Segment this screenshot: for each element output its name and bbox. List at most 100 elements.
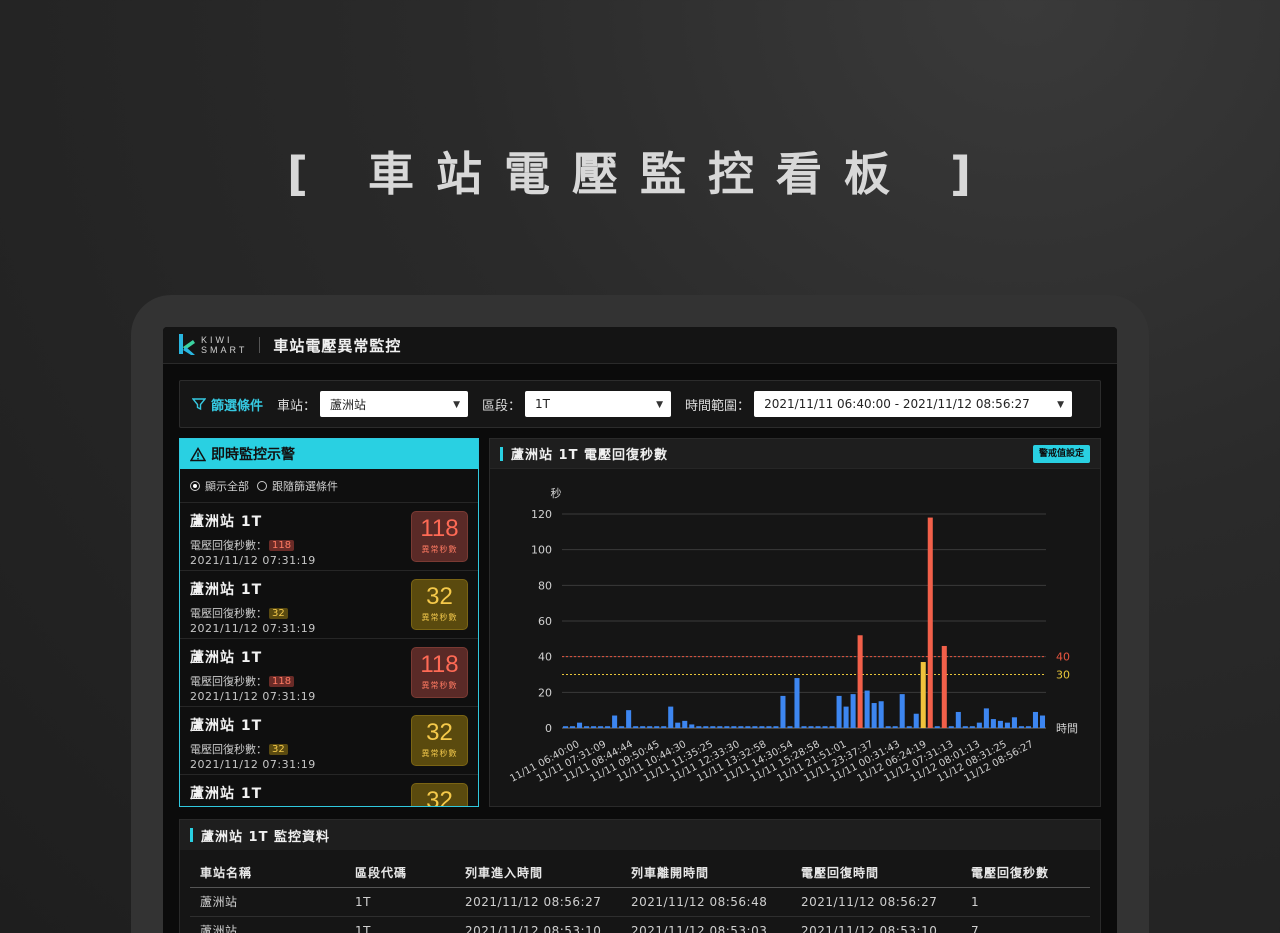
data-bar [759,726,765,728]
alert-item[interactable]: 蘆洲站 1T 電壓回復秒數： 118 2021/11/12 07:31:19 118 異常… [180,503,478,571]
app-header: KIWI SMART 車站電壓異常監控 [163,327,1117,364]
data-bar [703,726,709,728]
station-select[interactable]: 蘆洲站 ▼ [320,391,469,417]
alert-item-time: 2021/11/12 07:31:19 [190,622,316,635]
monitor-data-table: 車站名稱 區段代碼 列車進入時間 列車離開時間 電壓回復時間 電壓回復秒數 蘆洲站 1T 20… [190,858,1090,933]
data-bar [969,726,975,728]
data-bar [773,726,779,728]
data-bar [801,726,807,728]
alert-item-title: 蘆洲站 1T [190,786,263,802]
data-bar [976,722,982,728]
data-bar [766,726,772,728]
data-bar [668,706,674,728]
data-bar [906,726,912,728]
alert-item-title: 蘆洲站 1T [190,650,263,666]
x-axis-label: 時間 [1056,722,1078,735]
table-row[interactable]: 蘆洲站 1T 2021/11/12 08:56:27 2021/11/12 08:56… [190,887,1090,917]
section-select[interactable]: 1T ▼ [525,391,672,417]
threshold-label: 40 [1056,651,1070,664]
table-cell: 1T [345,916,455,933]
table-header-row: 車站名稱 區段代碼 列車進入時間 列車離開時間 電壓回復時間 電壓回復秒數 [190,858,1090,888]
alert-item[interactable]: 蘆洲站 1T 電壓回復秒數： 32 2021/11/12 07:31:19 32 異常秒數 [180,707,478,775]
table-cell: 2021/11/12 08:53:10 [455,916,621,933]
data-bar [815,726,821,728]
table-body: 蘆洲站 1T 2021/11/12 08:56:27 2021/11/12 08:56… [190,887,1090,933]
data-bar [633,726,639,728]
y-tick-label: 120 [531,508,552,521]
app-title: 車站電壓異常監控 [273,336,402,355]
data-bar [1018,726,1024,728]
data-bar [920,662,926,728]
hero-title: [ 車站電壓監控看板 ] [286,147,994,201]
alert-badge-number: 32 [426,583,453,610]
data-bar [829,726,835,728]
alert-badge-number: 118 [420,515,459,542]
data-bar [780,695,786,728]
radio-follow-filter[interactable] [257,480,267,491]
data-bar [892,726,898,728]
radio-show-all[interactable] [190,480,200,491]
column-header: 電壓回復時間 [791,858,961,888]
alert-item-detail: 電壓回復秒數： 118 [190,673,468,689]
data-bar [808,726,814,728]
data-bar [822,726,828,728]
alert-item[interactable]: 蘆洲站 1T 32 [180,775,478,807]
data-bar [682,720,688,728]
chart-title: 蘆洲站 1T 電壓回復秒數 [511,448,668,463]
alert-badge-number: 32 [426,787,453,807]
data-panel-title: 蘆洲站 1T 監控資料 [201,829,330,845]
table-cell: 2021/11/12 08:53:10 [791,916,961,933]
alert-item-time: 2021/11/12 07:31:19 [190,690,316,703]
kiwi-logo-icon [177,332,197,358]
alert-badge-number: 32 [426,719,453,746]
data-bar [569,726,576,728]
data-bar [983,708,989,728]
header-divider [259,337,261,353]
alert-badge-label: 異常秒數 [421,545,458,554]
kiwi-smart-logo: KIWI SMART [177,332,247,358]
alert-item-detail: 電壓回復秒數： 32 [190,605,468,621]
y-tick-label: 100 [531,544,552,557]
logo-text-top: KIWI [201,335,233,345]
threshold-label: 30 [1056,669,1070,682]
alert-item-label: 電壓回復秒數： [190,743,267,756]
alert-value-chip: 118 [269,539,295,551]
section-label: 區段： [482,398,522,414]
data-bar [836,695,842,728]
alert-item-label: 電壓回復秒數： [190,675,267,688]
data-bar [626,710,632,728]
data-panel-header: 蘆洲站 1T 監控資料 [180,820,1100,850]
column-header: 列車離開時間 [621,858,791,888]
alert-seconds-badge: 32 異常秒數 [411,715,468,766]
alert-item-time: 2021/11/12 07:31:19 [190,758,316,771]
data-bar [962,726,968,728]
data-bar [562,726,569,728]
warning-icon [190,446,206,461]
data-bar [955,711,961,728]
data-bar [654,726,660,728]
alert-item-title: 蘆洲站 1T [190,514,263,530]
threshold-settings-button[interactable]: 警戒值設定 [1032,445,1090,463]
filter-toggle[interactable]: 篩選條件 [192,395,263,414]
data-bar [738,726,744,728]
data-bar [871,703,877,728]
alert-value-chip: 32 [269,607,288,619]
data-bar [913,713,919,728]
alert-item-detail: 電壓回復秒數： 32 [190,741,468,757]
table-row[interactable]: 蘆洲站 1T 2021/11/12 08:53:10 2021/11/12 08:53… [190,916,1090,933]
table-cell: 2021/11/12 08:56:48 [621,887,791,917]
data-bar [787,726,793,728]
radio-follow-filter-label: 跟隨篩選條件 [272,479,338,493]
data-bar [689,724,695,728]
table-cell: 1T [345,887,455,917]
alert-item[interactable]: 蘆洲站 1T 電壓回復秒數： 32 2021/11/12 07:31:19 32 異常秒數 [180,571,478,639]
data-bar [1004,722,1010,728]
data-bar [605,726,611,728]
alert-item[interactable]: 蘆洲站 1T 電壓回復秒數： 118 2021/11/12 07:31:19 118 異常… [180,639,478,707]
time-range-select[interactable]: 2021/11/11 06:40:00 - 2021/11/12 08:56:2… [754,391,1073,417]
column-header: 列車進入時間 [455,858,621,888]
data-bar [647,726,653,728]
chart-panel-header: 蘆洲站 1T 電壓回復秒數 警戒值設定 [490,439,1100,469]
chevron-down-icon: ▼ [656,400,664,410]
